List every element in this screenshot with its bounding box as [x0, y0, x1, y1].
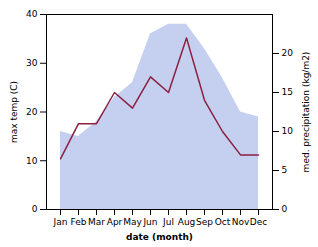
svg-text:30: 30 — [26, 58, 38, 68]
svg-text:0: 0 — [282, 204, 288, 214]
svg-text:Jan: Jan — [53, 217, 68, 227]
svg-text:Nov: Nov — [232, 217, 250, 227]
svg-text:15: 15 — [282, 87, 293, 97]
svg-text:Feb: Feb — [71, 217, 87, 227]
svg-text:40: 40 — [26, 9, 38, 19]
svg-text:Sep: Sep — [196, 217, 213, 227]
svg-text:5: 5 — [282, 165, 288, 175]
svg-text:10: 10 — [26, 156, 38, 166]
svg-text:Jun: Jun — [142, 217, 157, 227]
svg-text:20: 20 — [26, 107, 38, 117]
svg-text:10: 10 — [282, 126, 294, 136]
svg-text:Dec: Dec — [250, 217, 267, 227]
svg-text:med. precipitation (kg/m2): med. precipitation (kg/m2) — [301, 52, 311, 173]
svg-text:Aug: Aug — [178, 217, 196, 227]
svg-text:Mar: Mar — [88, 217, 105, 227]
svg-text:Oct: Oct — [215, 217, 231, 227]
svg-text:20: 20 — [282, 48, 294, 58]
svg-text:max temp (C): max temp (C) — [9, 81, 19, 143]
svg-text:0: 0 — [32, 204, 38, 214]
svg-text:May: May — [123, 217, 142, 227]
svg-text:Jul: Jul — [162, 217, 174, 227]
svg-text:Apr: Apr — [107, 217, 123, 227]
svg-text:date (month): date (month) — [126, 232, 193, 242]
